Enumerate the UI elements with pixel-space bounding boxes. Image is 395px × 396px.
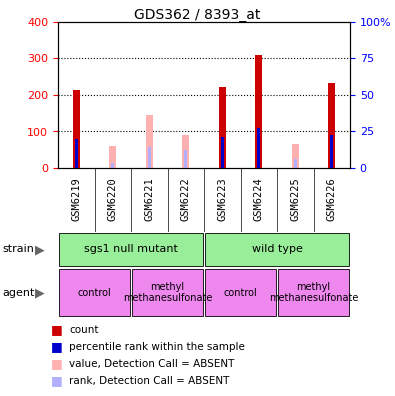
Bar (294, 159, 297, 168)
Text: GSM6224: GSM6224 (254, 177, 264, 221)
Text: sgs1 null mutant: sgs1 null mutant (84, 244, 178, 255)
Text: GDS362 / 8393_at: GDS362 / 8393_at (134, 8, 261, 22)
Bar (59, 268, 130, 316)
Bar (329, 83, 335, 168)
Bar (146, 115, 152, 168)
Text: ■: ■ (51, 375, 63, 388)
Text: ■: ■ (51, 358, 63, 371)
Text: GSM6225: GSM6225 (290, 177, 300, 221)
Text: strain: strain (2, 244, 34, 255)
Text: wild type: wild type (252, 244, 303, 255)
Text: methyl
methanesulfonate: methyl methanesulfonate (123, 282, 212, 303)
Bar (330, 135, 333, 168)
Text: GSM6221: GSM6221 (144, 177, 154, 221)
Text: ■: ■ (51, 324, 63, 337)
Bar (109, 146, 116, 168)
Bar (256, 55, 262, 168)
Text: agent: agent (2, 287, 34, 297)
Text: methyl
methanesulfonate: methyl methanesulfonate (269, 282, 358, 303)
Bar (221, 137, 224, 168)
Bar (184, 150, 187, 168)
Bar (111, 162, 114, 168)
Text: GSM6223: GSM6223 (217, 177, 227, 221)
Text: GSM6222: GSM6222 (181, 177, 191, 221)
Bar (257, 128, 260, 168)
Bar (59, 233, 203, 266)
Text: control: control (224, 287, 258, 297)
Bar (278, 268, 349, 316)
Bar (182, 135, 189, 168)
Bar (205, 233, 349, 266)
Bar (148, 147, 151, 168)
Bar (75, 139, 78, 168)
Text: rank, Detection Call = ABSENT: rank, Detection Call = ABSENT (69, 376, 229, 386)
Bar (219, 87, 226, 168)
Text: count: count (69, 325, 99, 335)
Text: GSM6219: GSM6219 (71, 177, 81, 221)
Text: ■: ■ (51, 341, 63, 354)
Text: control: control (78, 287, 111, 297)
Text: GSM6226: GSM6226 (327, 177, 337, 221)
Text: percentile rank within the sample: percentile rank within the sample (69, 342, 245, 352)
Bar (292, 144, 299, 168)
Bar (132, 268, 203, 316)
Text: ▶: ▶ (35, 243, 44, 256)
Text: GSM6220: GSM6220 (108, 177, 118, 221)
Text: value, Detection Call = ABSENT: value, Detection Call = ABSENT (69, 359, 235, 369)
Text: ▶: ▶ (35, 286, 44, 299)
Bar (73, 89, 79, 168)
Bar (205, 268, 276, 316)
